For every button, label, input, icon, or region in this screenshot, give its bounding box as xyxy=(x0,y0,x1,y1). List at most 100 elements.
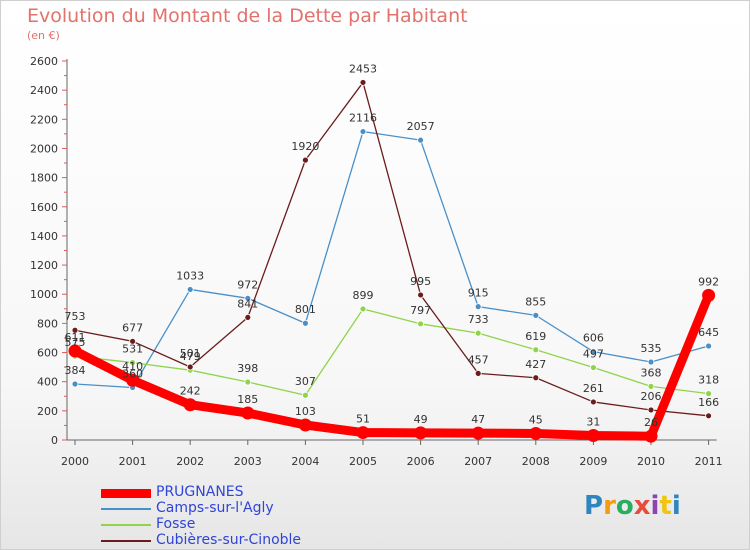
legend-swatch xyxy=(101,524,151,526)
data-point xyxy=(298,418,312,432)
data-label: 398 xyxy=(237,362,258,375)
data-label: 2057 xyxy=(407,120,435,133)
y-tick-label: 2600 xyxy=(30,55,58,68)
data-label: 51 xyxy=(356,413,370,426)
data-label: 915 xyxy=(468,287,489,300)
y-tick-label: 2400 xyxy=(30,84,58,97)
data-label: 801 xyxy=(295,303,316,316)
data-point xyxy=(532,311,540,319)
data-label: 261 xyxy=(583,382,604,395)
data-label: 185 xyxy=(237,393,258,406)
data-point xyxy=(301,319,309,327)
data-label: 47 xyxy=(471,413,485,426)
legend-label: Fosse xyxy=(156,516,196,532)
data-label: 992 xyxy=(698,275,719,288)
data-point xyxy=(532,374,540,382)
data-point xyxy=(471,426,485,440)
x-tick-label: 2000 xyxy=(61,455,89,468)
data-point xyxy=(183,398,197,412)
x-tick-label: 2006 xyxy=(407,455,435,468)
data-point xyxy=(705,342,712,350)
data-point xyxy=(474,369,482,377)
data-point xyxy=(647,358,655,366)
data-label: 26 xyxy=(644,416,658,429)
data-point xyxy=(359,305,367,313)
data-point xyxy=(186,363,194,371)
data-point xyxy=(590,348,597,356)
data-point xyxy=(705,412,712,420)
data-point xyxy=(414,426,428,440)
data-point xyxy=(71,326,79,334)
data-label: 307 xyxy=(295,375,316,388)
data-label: 318 xyxy=(698,374,719,387)
series-line xyxy=(74,130,710,389)
x-tick-label: 2004 xyxy=(291,455,319,468)
y-tick-label: 1200 xyxy=(30,259,58,272)
logo-letter: t xyxy=(659,491,672,521)
data-point xyxy=(244,314,252,321)
data-label: 535 xyxy=(641,342,662,355)
data-point xyxy=(68,344,82,358)
data-point xyxy=(474,329,482,337)
data-label: 619 xyxy=(525,330,546,343)
data-point xyxy=(417,291,425,299)
data-label: 841 xyxy=(237,297,258,310)
legend-swatch xyxy=(101,508,151,510)
data-point xyxy=(532,346,540,354)
logo-letter: P xyxy=(584,491,604,521)
logo-letter: i xyxy=(671,491,681,521)
data-point xyxy=(705,390,712,398)
data-point xyxy=(71,380,79,388)
data-point xyxy=(356,426,370,440)
data-point xyxy=(129,359,137,366)
x-tick-label: 2010 xyxy=(637,455,665,468)
data-label: 31 xyxy=(586,415,600,428)
logo-letter: x xyxy=(633,491,651,521)
data-point xyxy=(417,320,425,328)
legend-label: Cubières-sur-Cinoble xyxy=(156,532,302,548)
data-point xyxy=(529,426,543,440)
x-tick-label: 2005 xyxy=(349,455,377,468)
y-tick-label: 1000 xyxy=(30,288,58,301)
x-tick-label: 2009 xyxy=(579,455,607,468)
data-point xyxy=(359,128,367,135)
legend-swatch xyxy=(101,540,151,542)
y-tick-label: 200 xyxy=(37,405,58,418)
data-point xyxy=(474,303,482,311)
data-label: 384 xyxy=(65,364,86,377)
x-tick-label: 2011 xyxy=(695,455,723,468)
data-point xyxy=(244,294,252,302)
data-label: 611 xyxy=(65,331,86,344)
y-tick-label: 800 xyxy=(37,317,58,330)
data-label: 368 xyxy=(641,366,662,379)
legend-label: PRUGNANES xyxy=(156,484,244,500)
data-point xyxy=(359,79,367,86)
data-point xyxy=(590,364,597,371)
data-point xyxy=(126,373,140,387)
data-label: 972 xyxy=(237,278,258,291)
data-label: 1033 xyxy=(176,269,204,282)
data-label: 479 xyxy=(180,350,201,363)
data-label: 677 xyxy=(122,321,143,334)
y-tick-label: 2000 xyxy=(30,142,58,155)
data-point xyxy=(129,337,137,345)
data-label: 2453 xyxy=(349,62,377,75)
data-label: 531 xyxy=(122,343,143,356)
data-label: 733 xyxy=(468,313,489,326)
proxiti-logo: Proxiti xyxy=(584,491,681,521)
legend-swatch xyxy=(101,488,151,498)
data-label: 49 xyxy=(414,413,428,426)
legend-label: Camps-sur-l'Agly xyxy=(156,500,274,516)
data-label: 427 xyxy=(525,358,546,371)
data-point xyxy=(417,136,425,144)
y-tick-label: 1800 xyxy=(30,172,58,185)
data-label: 45 xyxy=(529,413,543,426)
data-point xyxy=(702,288,716,302)
data-point xyxy=(590,398,597,406)
x-tick-label: 2001 xyxy=(119,455,147,468)
x-tick-label: 2002 xyxy=(176,455,204,468)
data-point xyxy=(241,406,255,420)
data-point xyxy=(586,428,600,442)
